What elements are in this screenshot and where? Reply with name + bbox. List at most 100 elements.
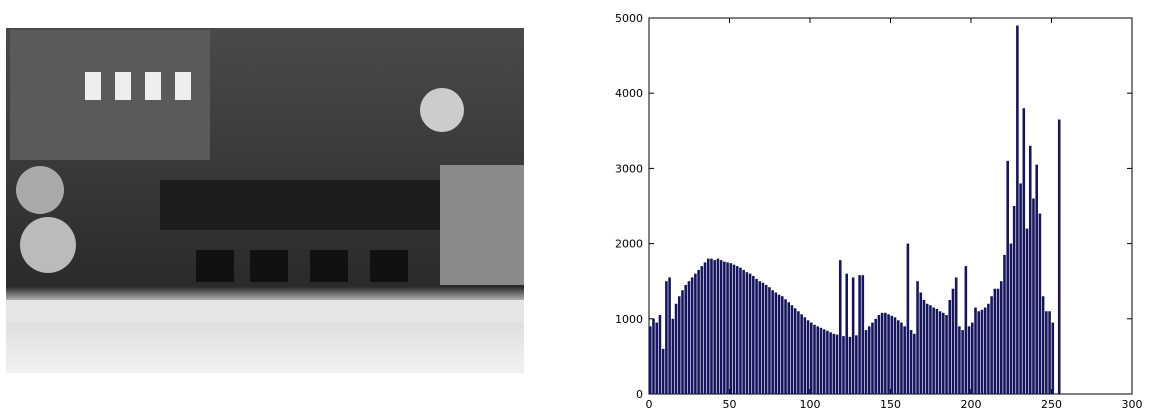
bar <box>909 330 913 394</box>
bar <box>810 322 813 394</box>
bar <box>893 317 897 394</box>
bar <box>687 281 691 394</box>
bar <box>829 332 832 394</box>
bar <box>858 275 861 394</box>
bar <box>993 288 997 394</box>
bar <box>896 320 900 394</box>
bar <box>768 287 771 394</box>
bar <box>835 334 839 394</box>
bar <box>813 324 816 394</box>
bar <box>948 300 952 394</box>
bar <box>719 260 723 394</box>
bar <box>748 273 752 394</box>
bar <box>964 266 968 394</box>
bar <box>739 267 742 394</box>
bar <box>732 264 736 394</box>
bar <box>977 311 981 394</box>
bar <box>681 290 684 394</box>
bar <box>983 307 987 394</box>
bar <box>890 315 894 394</box>
x-tick-label: 250 <box>1041 398 1062 411</box>
bar <box>1057 119 1061 395</box>
bar <box>822 329 826 394</box>
bar <box>855 335 858 394</box>
bar <box>742 269 745 394</box>
x-tick-label: 100 <box>800 398 821 411</box>
bar <box>697 269 700 394</box>
bar <box>777 294 781 394</box>
bar <box>671 318 675 394</box>
bar <box>867 326 871 394</box>
bar <box>761 282 765 394</box>
bar <box>851 277 855 394</box>
bar <box>735 266 739 394</box>
y-tick-label: 5000 <box>615 12 643 25</box>
photo <box>6 28 524 373</box>
bar <box>652 318 655 394</box>
bar <box>961 330 964 394</box>
bar <box>938 311 942 394</box>
bar <box>758 281 762 394</box>
bar <box>1012 206 1016 394</box>
bar <box>764 284 768 394</box>
bar <box>713 260 716 394</box>
bar <box>774 292 778 394</box>
bar <box>816 326 820 394</box>
bar <box>864 330 868 394</box>
bar <box>1041 296 1045 394</box>
bar <box>1009 243 1013 394</box>
bar <box>716 258 720 394</box>
bar <box>694 273 697 394</box>
bar <box>771 290 774 394</box>
bar <box>877 315 881 394</box>
bar <box>1016 25 1019 395</box>
bar <box>674 303 678 394</box>
bar <box>661 348 665 394</box>
bar <box>1035 164 1038 394</box>
bar <box>935 309 939 394</box>
y-tick-label: 0 <box>636 388 643 401</box>
bar <box>1038 213 1042 394</box>
bar <box>971 322 974 394</box>
bar <box>887 314 890 394</box>
bar <box>1006 160 1009 394</box>
y-tick-label: 1000 <box>615 313 643 326</box>
x-tick-label: 150 <box>880 398 901 411</box>
bar <box>819 327 823 394</box>
bar <box>906 243 910 394</box>
bar <box>726 262 729 394</box>
bar <box>838 260 842 394</box>
bar <box>1022 108 1026 395</box>
bar <box>967 326 971 394</box>
bar <box>655 322 659 394</box>
bar <box>793 308 797 394</box>
bar <box>800 314 803 394</box>
bar <box>787 302 791 394</box>
bar <box>980 309 984 394</box>
bar <box>925 303 929 394</box>
y-tick-label: 4000 <box>615 87 643 100</box>
bar <box>848 336 852 394</box>
bar <box>932 307 935 394</box>
bar <box>803 317 807 394</box>
bar <box>999 281 1003 394</box>
bar <box>790 305 794 394</box>
bar <box>874 318 877 394</box>
bar <box>861 275 865 394</box>
bar <box>990 296 993 394</box>
y-tick-label: 3000 <box>615 162 643 175</box>
bar <box>919 292 923 394</box>
bar <box>1045 311 1048 394</box>
bar <box>665 281 668 394</box>
bar <box>1025 228 1029 394</box>
bar <box>845 273 848 394</box>
bar <box>784 299 787 394</box>
bar <box>880 312 884 394</box>
bar <box>710 258 713 394</box>
y-tick-label: 2000 <box>615 238 643 251</box>
bar <box>797 311 800 394</box>
bar <box>884 312 887 394</box>
bar <box>684 284 687 394</box>
bar <box>723 261 726 394</box>
